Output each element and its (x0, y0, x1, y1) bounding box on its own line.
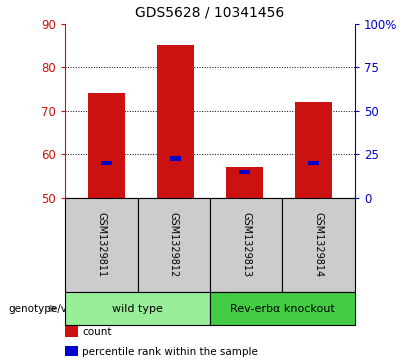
Text: percentile rank within the sample: percentile rank within the sample (82, 347, 258, 357)
Bar (308, 161, 319, 165)
Bar (239, 170, 250, 174)
Text: GSM1329813: GSM1329813 (241, 212, 251, 278)
Text: genotype/variation: genotype/variation (8, 303, 108, 314)
Text: GSM1329814: GSM1329814 (314, 212, 324, 278)
Bar (87, 93, 126, 198)
Title: GDS5628 / 10341456: GDS5628 / 10341456 (135, 6, 285, 20)
Text: GSM1329812: GSM1329812 (169, 212, 179, 278)
Text: wild type: wild type (112, 303, 163, 314)
Bar (226, 167, 263, 198)
Bar (170, 156, 181, 161)
Bar (294, 102, 333, 198)
Text: GSM1329811: GSM1329811 (96, 212, 106, 278)
Text: count: count (82, 327, 111, 337)
Bar (157, 45, 194, 198)
Text: Rev-erbα knockout: Rev-erbα knockout (230, 303, 335, 314)
Bar (101, 161, 112, 165)
